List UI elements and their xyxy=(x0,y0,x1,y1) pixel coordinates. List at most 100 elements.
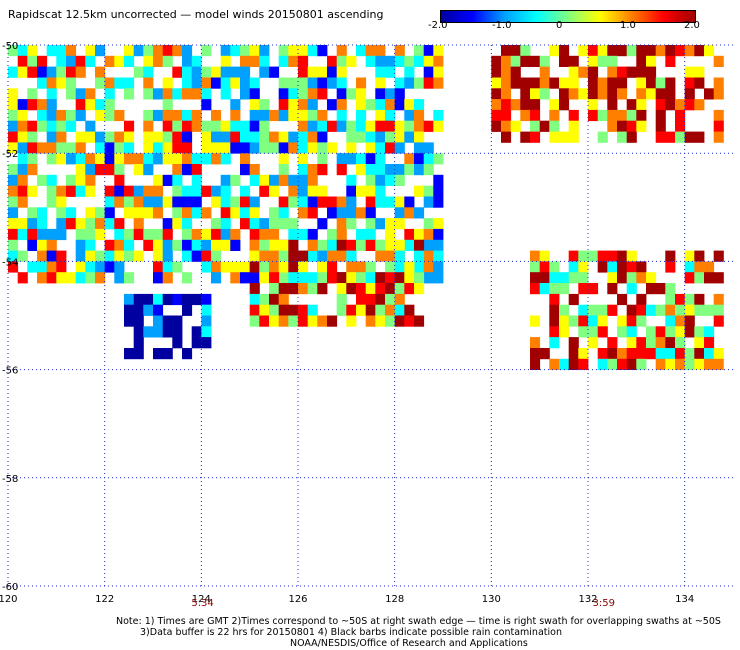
heatmap-cell xyxy=(375,315,386,327)
heatmap-cell xyxy=(356,185,367,197)
heatmap-cell xyxy=(46,185,57,197)
heatmap-cell xyxy=(385,196,396,208)
heatmap-cell xyxy=(124,272,135,284)
heatmap-cell xyxy=(317,315,328,327)
heatmap-cell xyxy=(8,261,19,273)
heatmap-cell xyxy=(336,164,347,176)
heatmap-cell xyxy=(404,120,415,132)
heatmap-cell xyxy=(365,142,376,154)
heatmap-cell xyxy=(133,66,144,78)
heatmap-cell xyxy=(114,55,125,67)
heatmap-cell xyxy=(124,120,135,132)
heatmap-cell xyxy=(85,228,96,241)
heatmap-cell xyxy=(56,250,67,262)
heatmap-cell xyxy=(298,196,309,208)
heatmap-cell xyxy=(501,120,512,132)
heatmap-cell xyxy=(56,55,67,67)
heatmap-cell xyxy=(307,45,318,57)
heatmap-cell xyxy=(75,218,86,230)
heatmap-cell xyxy=(433,261,444,273)
heatmap-cell xyxy=(230,131,241,143)
heatmap-cell xyxy=(568,88,579,100)
heatmap-cell xyxy=(298,88,309,100)
heatmap-cell xyxy=(336,283,347,295)
heatmap-cell xyxy=(520,99,531,111)
heatmap-cell xyxy=(230,196,241,208)
colorbar-tick-label: -1.0 xyxy=(492,20,512,31)
heatmap-cell xyxy=(365,196,376,208)
heatmap-cell xyxy=(346,304,357,316)
heatmap-cell xyxy=(694,77,705,89)
heatmap-cell xyxy=(588,337,599,349)
heatmap-cell xyxy=(704,272,715,284)
heatmap-cell xyxy=(617,66,628,78)
heatmap-cell xyxy=(559,99,570,111)
heatmap-cell xyxy=(85,164,96,176)
heatmap-cell xyxy=(124,228,135,241)
heatmap-cell xyxy=(240,88,251,100)
heatmap-cell xyxy=(75,99,86,111)
heatmap-cell xyxy=(143,131,154,143)
heatmap-cell xyxy=(404,228,415,241)
heatmap-cell xyxy=(104,142,115,154)
heatmap-cell xyxy=(385,131,396,143)
heatmap-cell xyxy=(414,239,425,251)
heatmap-cell xyxy=(240,218,251,230)
heatmap-cell xyxy=(211,250,222,262)
heatmap-cell xyxy=(655,99,666,111)
heatmap-cell xyxy=(510,55,521,67)
heatmap-cell xyxy=(539,66,550,78)
x-tick-label: 120 xyxy=(0,594,18,605)
heatmap-cell xyxy=(617,293,628,306)
heatmap-cell xyxy=(211,239,222,251)
heatmap-cell xyxy=(394,55,405,67)
heatmap-cell xyxy=(414,164,425,176)
heatmap-cell xyxy=(259,131,270,143)
heatmap-cell xyxy=(588,250,599,262)
heatmap-cell xyxy=(394,293,405,306)
heatmap-cell xyxy=(646,326,657,338)
heatmap-cell xyxy=(626,304,637,316)
heatmap-cell xyxy=(27,261,38,273)
heatmap-cell xyxy=(684,66,695,78)
heatmap-cell xyxy=(259,304,270,316)
heatmap-cell xyxy=(617,348,628,360)
heatmap-cell xyxy=(230,120,241,132)
heatmap-cell xyxy=(143,164,154,176)
heatmap-cell xyxy=(37,109,48,122)
heatmap-cell xyxy=(317,283,328,295)
heatmap-cell xyxy=(597,109,608,122)
heatmap-cell xyxy=(143,228,154,241)
heatmap-cell xyxy=(153,326,164,338)
heatmap-cell xyxy=(588,77,599,89)
heatmap-cell xyxy=(211,261,222,273)
heatmap-cell xyxy=(327,228,338,241)
heatmap-cell xyxy=(665,131,676,143)
heatmap-cell xyxy=(433,120,444,132)
heatmap-cell xyxy=(423,45,434,57)
heatmap-cell xyxy=(636,304,647,316)
heatmap-cell xyxy=(665,88,676,100)
heatmap-cell xyxy=(404,272,415,284)
heatmap-cell xyxy=(288,304,299,316)
heatmap-cell xyxy=(327,272,338,284)
heatmap-cell xyxy=(162,120,173,132)
heatmap-cell xyxy=(66,272,77,284)
heatmap-cell xyxy=(278,153,289,165)
heatmap-cell xyxy=(249,239,260,251)
heatmap-cell xyxy=(336,239,347,251)
heatmap-cell xyxy=(655,304,666,316)
heatmap-cell xyxy=(27,164,38,176)
heatmap-cell xyxy=(172,153,183,165)
heatmap-cell xyxy=(530,272,541,284)
heatmap-cell xyxy=(211,153,222,165)
heatmap-cell xyxy=(172,185,183,197)
heatmap-cell xyxy=(182,45,193,57)
heatmap-cell xyxy=(346,142,357,154)
heatmap-cell xyxy=(375,131,386,143)
heatmap-cell xyxy=(211,109,222,122)
heatmap-cell xyxy=(8,228,19,241)
heatmap-cell xyxy=(298,66,309,78)
heatmap-cell xyxy=(713,348,724,360)
heatmap-cell xyxy=(646,55,657,67)
